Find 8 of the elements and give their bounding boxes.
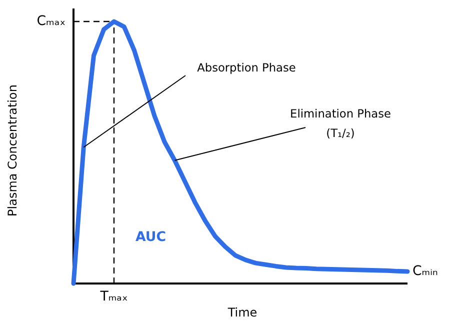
y-axis-title: Plasma Concentration xyxy=(6,84,20,216)
x-axis-title: Time xyxy=(226,306,258,320)
annotation: AUC xyxy=(136,230,166,245)
annotation: Elimination Phase (T₁/₂) xyxy=(290,106,391,140)
text: Tₘₐₓ xyxy=(99,290,128,304)
ref-line-label: Cₘₐₓ xyxy=(36,14,66,29)
annotation: Absorption Phase xyxy=(197,60,296,74)
text: Cₘᵢₙ xyxy=(412,264,438,279)
